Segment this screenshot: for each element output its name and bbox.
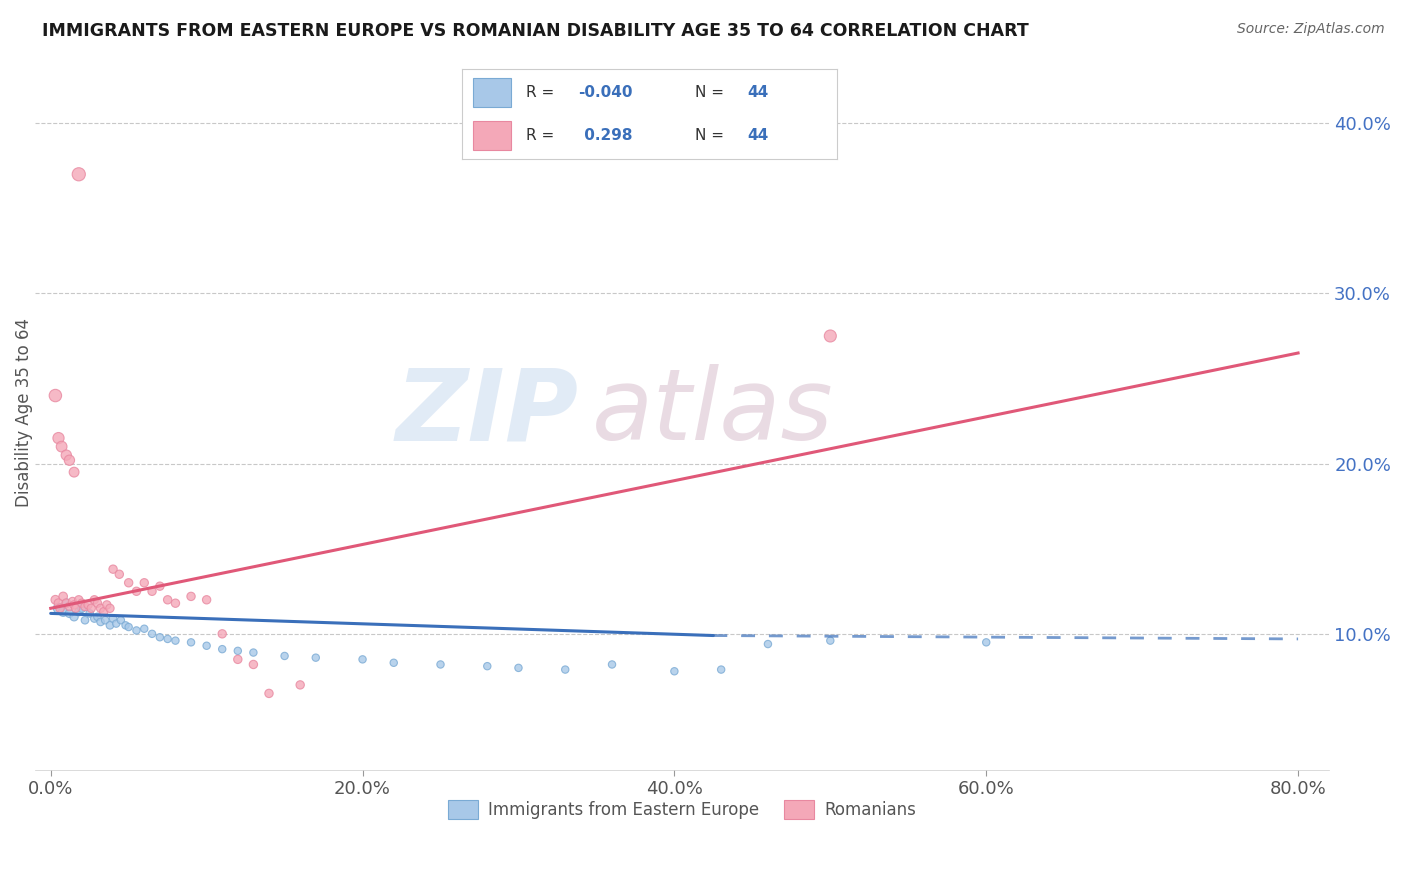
Point	[125, 624, 148, 638]
Point	[58, 599, 80, 614]
Point	[242, 646, 264, 660]
Point	[756, 637, 779, 651]
Text: Source: ZipAtlas.com: Source: ZipAtlas.com	[1237, 22, 1385, 37]
Point	[974, 635, 997, 649]
Point	[134, 622, 156, 636]
Point	[165, 633, 187, 648]
Point	[63, 598, 86, 612]
Point	[101, 611, 124, 625]
Point	[73, 599, 96, 614]
Point	[195, 639, 218, 653]
Point	[211, 627, 233, 641]
Point	[48, 601, 70, 615]
Point	[77, 598, 100, 612]
Legend: Immigrants from Eastern Europe, Romanians: Immigrants from Eastern Europe, Romanian…	[441, 793, 922, 826]
Point	[273, 648, 295, 663]
Point	[226, 652, 249, 666]
Point	[180, 590, 202, 604]
Point	[118, 575, 141, 590]
Point	[73, 613, 96, 627]
Point	[94, 613, 117, 627]
Point	[55, 596, 77, 610]
Point	[382, 656, 405, 670]
Point	[141, 584, 163, 599]
Point	[820, 633, 842, 648]
Point	[98, 601, 121, 615]
Point	[70, 596, 93, 610]
Point	[83, 611, 105, 625]
Point	[429, 657, 451, 672]
Point	[710, 663, 733, 677]
Point	[62, 594, 84, 608]
Point	[52, 605, 75, 619]
Point	[195, 592, 218, 607]
Point	[90, 601, 112, 615]
Point	[305, 650, 328, 665]
Point	[86, 609, 108, 624]
Point	[101, 562, 124, 576]
Point	[118, 620, 141, 634]
Point	[156, 632, 179, 646]
Point	[55, 596, 77, 610]
Point	[105, 616, 128, 631]
Point	[67, 605, 90, 619]
Point	[65, 601, 87, 615]
Point	[664, 665, 686, 679]
Point	[63, 609, 86, 624]
Point	[141, 627, 163, 641]
Point	[96, 598, 118, 612]
Point	[98, 618, 121, 632]
Point	[114, 618, 136, 632]
Point	[820, 329, 842, 343]
Point	[554, 663, 576, 677]
Point	[110, 613, 132, 627]
Point	[242, 657, 264, 672]
Point	[44, 388, 66, 402]
Point	[165, 596, 187, 610]
Point	[67, 592, 90, 607]
Point	[52, 590, 75, 604]
Point	[125, 584, 148, 599]
Point	[55, 448, 77, 462]
Point	[79, 607, 101, 621]
Point	[67, 167, 90, 181]
Point	[226, 644, 249, 658]
Point	[93, 605, 115, 619]
Point	[48, 596, 70, 610]
Point	[180, 635, 202, 649]
Point	[49, 601, 72, 615]
Point	[44, 592, 66, 607]
Point	[58, 453, 80, 467]
Point	[149, 579, 172, 593]
Text: IMMIGRANTS FROM EASTERN EUROPE VS ROMANIAN DISABILITY AGE 35 TO 64 CORRELATION C: IMMIGRANTS FROM EASTERN EUROPE VS ROMANI…	[42, 22, 1029, 40]
Point	[149, 630, 172, 644]
Point	[211, 642, 233, 657]
Point	[63, 465, 86, 479]
Point	[600, 657, 623, 672]
Point	[288, 678, 311, 692]
Point	[352, 652, 374, 666]
Point	[508, 661, 530, 675]
Point	[477, 659, 499, 673]
Point	[58, 607, 80, 621]
Point	[48, 431, 70, 445]
Text: ZIP: ZIP	[395, 364, 579, 461]
Y-axis label: Disability Age 35 to 64: Disability Age 35 to 64	[15, 318, 32, 507]
Point	[70, 601, 93, 615]
Point	[134, 575, 156, 590]
Point	[80, 601, 103, 615]
Point	[108, 567, 131, 582]
Point	[90, 615, 112, 629]
Point	[86, 596, 108, 610]
Point	[257, 686, 280, 700]
Point	[51, 440, 73, 454]
Text: atlas: atlas	[592, 364, 834, 461]
Point	[156, 592, 179, 607]
Point	[83, 592, 105, 607]
